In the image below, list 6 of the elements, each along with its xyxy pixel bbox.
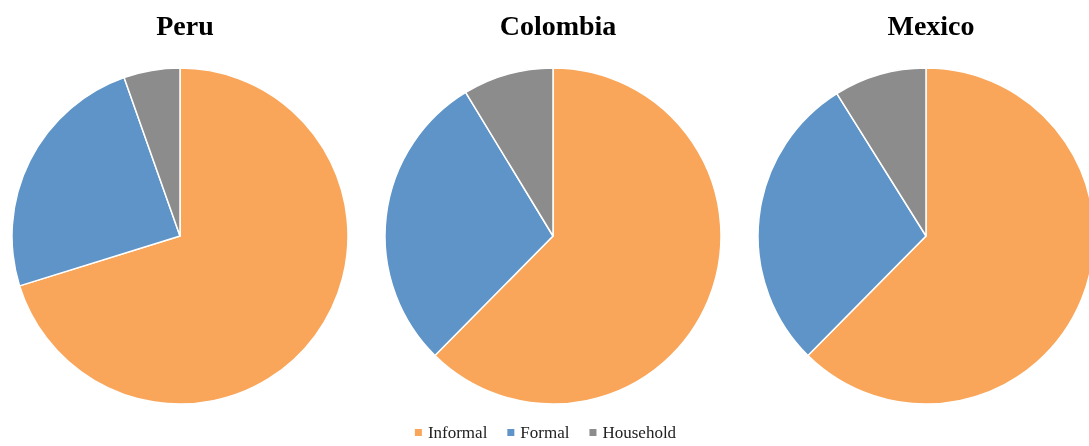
legend-label: Household: [602, 423, 677, 442]
slice-label: Colombia: [499, 9, 617, 41]
legend-label: Formal: [520, 423, 570, 442]
slice-label: Mexico: [887, 9, 975, 41]
slice-label: Peru: [156, 9, 214, 41]
legend-label: Informal: [427, 423, 488, 442]
